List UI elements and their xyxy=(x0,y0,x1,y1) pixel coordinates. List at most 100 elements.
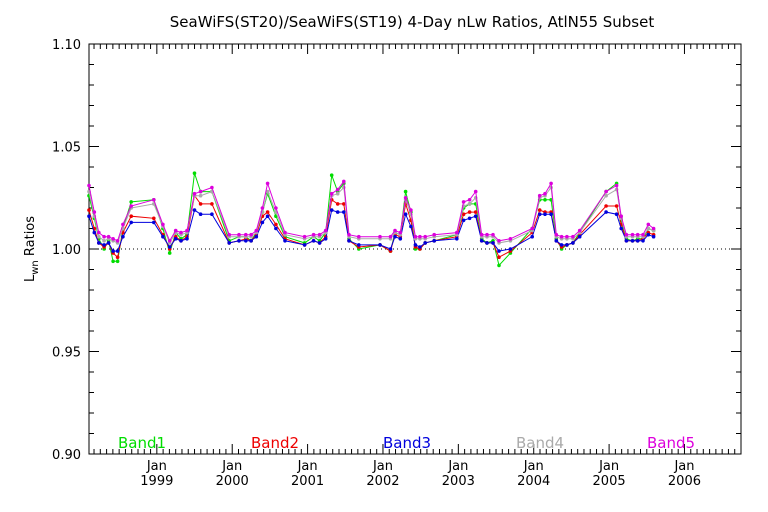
x-tick-month-label: Jan xyxy=(447,459,468,474)
data-point-band3 xyxy=(121,234,125,239)
data-point-band1 xyxy=(403,189,408,194)
data-point-band3 xyxy=(624,239,629,243)
data-point-band5 xyxy=(485,232,489,237)
data-point-band5 xyxy=(311,232,316,237)
data-point-band5 xyxy=(167,239,172,243)
data-point-band5 xyxy=(329,191,334,196)
data-point-band3 xyxy=(347,239,351,243)
data-point-band5 xyxy=(179,230,183,235)
legend-band1: Band1 xyxy=(118,434,166,452)
data-point-band2 xyxy=(210,202,214,206)
data-point-band5 xyxy=(121,222,125,227)
data-point-band5 xyxy=(543,191,547,196)
x-tick-year-label: 1999 xyxy=(140,474,173,489)
data-point-band5 xyxy=(646,222,651,227)
data-point-band3 xyxy=(398,237,403,241)
data-point-band5 xyxy=(283,230,287,235)
data-point-band5 xyxy=(210,185,214,190)
series-line-band5 xyxy=(88,180,654,242)
x-tick-year-label: 2004 xyxy=(517,474,550,489)
data-point-band5 xyxy=(641,232,645,237)
data-point-band3 xyxy=(210,212,214,216)
data-point-band5 xyxy=(161,222,165,227)
series-band1 xyxy=(87,171,656,268)
data-point-band5 xyxy=(554,232,559,237)
data-point-band1 xyxy=(329,173,334,177)
data-point-band5 xyxy=(530,226,534,231)
data-point-band3 xyxy=(260,220,265,225)
data-point-band5 xyxy=(185,228,189,233)
data-point-band3 xyxy=(111,249,115,253)
data-point-band5 xyxy=(227,232,231,237)
data-point-band5 xyxy=(409,208,413,212)
data-point-band3 xyxy=(614,212,619,216)
data-point-band3 xyxy=(543,212,547,216)
series-line-band3 xyxy=(88,209,654,252)
data-point-band4 xyxy=(97,234,101,239)
data-point-band1 xyxy=(543,198,547,202)
data-point-band3 xyxy=(571,241,575,245)
y-tick-label: 1.10 xyxy=(52,38,81,53)
data-point-band5 xyxy=(237,232,241,237)
data-point-band4 xyxy=(265,189,270,194)
data-point-band4 xyxy=(102,239,106,243)
data-point-band5 xyxy=(342,179,346,184)
data-point-band5 xyxy=(491,232,495,237)
data-point-band5 xyxy=(630,232,635,237)
data-point-band2 xyxy=(497,255,501,259)
x-tick-month-label: Jan xyxy=(598,459,619,474)
y-tick-label: 0.90 xyxy=(52,448,81,463)
x-tick-year-label: 2005 xyxy=(593,474,626,489)
data-point-band5 xyxy=(635,232,640,237)
data-point-band2 xyxy=(152,216,156,221)
legend-band3: Band3 xyxy=(383,434,431,452)
legend-band4: Band4 xyxy=(516,434,564,452)
data-point-band5 xyxy=(249,232,253,237)
data-point-band2 xyxy=(604,204,608,208)
data-point-band3 xyxy=(283,239,287,243)
x-tick-month-label: Jan xyxy=(297,459,318,474)
series-band2 xyxy=(87,193,656,259)
data-point-band5 xyxy=(129,204,133,208)
data-point-band1 xyxy=(111,259,115,264)
data-point-band3 xyxy=(565,243,569,247)
data-point-band3 xyxy=(651,234,656,239)
data-point-band3 xyxy=(311,239,316,243)
data-point-band5 xyxy=(87,183,91,188)
data-point-band3 xyxy=(537,212,542,216)
data-point-band5 xyxy=(198,189,203,194)
data-point-band3 xyxy=(185,237,189,241)
x-axis: Jan1999Jan2000Jan2001Jan2002Jan2003Jan20… xyxy=(93,44,742,489)
data-point-band3 xyxy=(92,230,97,235)
data-point-band5 xyxy=(265,181,270,186)
data-point-band3 xyxy=(87,214,91,218)
data-point-band3 xyxy=(302,243,307,247)
data-point-band5 xyxy=(432,232,437,237)
data-point-band2 xyxy=(265,210,270,214)
data-point-band2 xyxy=(274,222,278,227)
data-point-band5 xyxy=(571,234,575,239)
data-point-band3 xyxy=(485,241,489,245)
data-point-band1 xyxy=(129,200,133,204)
data-point-band5 xyxy=(403,196,408,200)
data-point-band2 xyxy=(87,208,91,212)
x-tick-month-label: Jan xyxy=(523,459,544,474)
data-point-band3 xyxy=(491,241,495,245)
data-point-band3 xyxy=(388,247,393,251)
data-point-band5 xyxy=(413,234,418,239)
data-point-band5 xyxy=(537,193,542,198)
data-point-band3 xyxy=(473,214,478,218)
data-point-band5 xyxy=(244,232,248,237)
data-point-band5 xyxy=(418,234,422,239)
data-point-band5 xyxy=(614,183,619,188)
x-tick-year-label: 2003 xyxy=(442,474,475,489)
data-point-band5 xyxy=(192,191,197,196)
data-point-band5 xyxy=(115,239,120,243)
data-point-band5 xyxy=(260,206,265,210)
data-point-band5 xyxy=(565,234,569,239)
data-point-band5 xyxy=(111,237,115,241)
data-point-band2 xyxy=(198,202,203,206)
data-point-band3 xyxy=(329,208,334,212)
data-point-band3 xyxy=(249,239,253,243)
